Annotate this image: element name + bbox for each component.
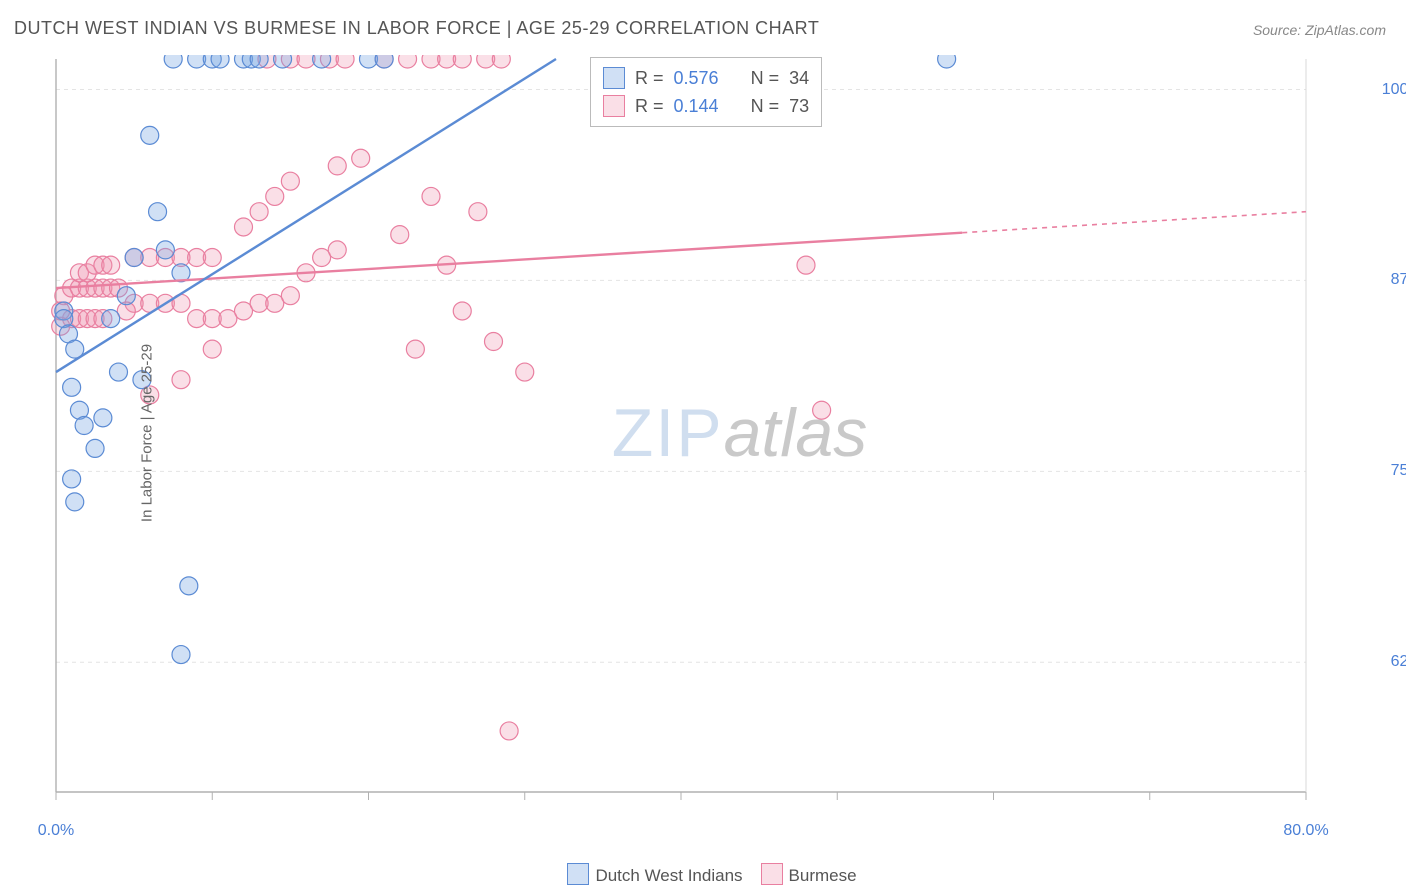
- n-label: N =: [751, 68, 780, 89]
- y-tick-label: 100.0%: [1382, 81, 1406, 99]
- legend-swatch: [603, 67, 625, 89]
- stats-row: R = 0.144 N = 73: [603, 92, 809, 120]
- legend-swatch: [603, 95, 625, 117]
- bottom-legend: Dutch West Indians Burmese: [0, 863, 1406, 886]
- r-value: 0.144: [674, 96, 719, 117]
- source-attribution: Source: ZipAtlas.com: [1253, 22, 1386, 38]
- legend-label: Burmese: [789, 866, 857, 885]
- legend-swatch: [761, 863, 783, 885]
- stats-row: R = 0.576 N = 34: [603, 64, 809, 92]
- chart-area: In Labor Force | Age 25-29 R = 0.576 N = 34…: [50, 55, 1376, 810]
- n-value: 73: [789, 96, 809, 117]
- y-axis-label: In Labor Force | Age 25-29: [139, 343, 156, 521]
- legend-swatch: [567, 863, 589, 885]
- x-tick-label: 0.0%: [38, 822, 74, 840]
- r-value: 0.576: [674, 68, 719, 89]
- r-label: R =: [635, 96, 664, 117]
- r-label: R =: [635, 68, 664, 89]
- legend-label: Dutch West Indians: [595, 866, 742, 885]
- n-value: 34: [789, 68, 809, 89]
- chart-title: DUTCH WEST INDIAN VS BURMESE IN LABOR FO…: [14, 18, 819, 39]
- y-tick-label: 62.5%: [1391, 653, 1406, 671]
- y-tick-label: 75.0%: [1391, 462, 1406, 480]
- n-label: N =: [751, 96, 780, 117]
- x-tick-label: 80.0%: [1283, 822, 1328, 840]
- scatter-plot-svg: [50, 55, 1376, 810]
- correlation-stats-box: R = 0.576 N = 34 R = 0.144 N = 73: [590, 57, 822, 127]
- y-tick-label: 87.5%: [1391, 271, 1406, 289]
